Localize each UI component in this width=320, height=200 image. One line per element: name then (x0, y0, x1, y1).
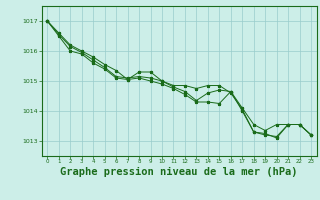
X-axis label: Graphe pression niveau de la mer (hPa): Graphe pression niveau de la mer (hPa) (60, 167, 298, 177)
